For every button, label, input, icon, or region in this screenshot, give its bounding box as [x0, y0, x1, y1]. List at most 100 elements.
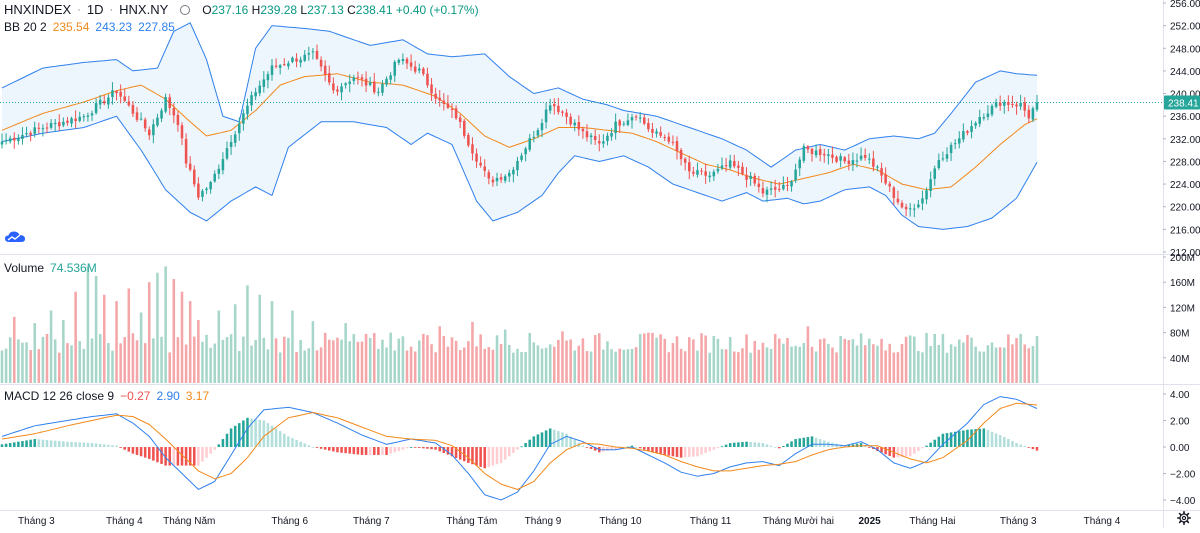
- candle: [540, 118, 544, 138]
- macd-legend[interactable]: MACD 12 26 close 9 −0.27 2.90 3.17: [4, 389, 209, 403]
- volume-bar: [778, 338, 781, 383]
- macd-histogram-bar: [990, 431, 994, 447]
- macd-histogram-bar: [741, 442, 744, 447]
- candle: [458, 114, 462, 129]
- volume-bar: [737, 352, 740, 383]
- candle-body: [602, 141, 605, 144]
- volume-bar: [945, 352, 949, 383]
- candle: [270, 58, 274, 81]
- macd-histogram-bar: [274, 428, 278, 447]
- volume-bar: [769, 348, 773, 383]
- candle-body: [471, 144, 474, 154]
- candle: [225, 141, 229, 161]
- volume-bar: [827, 343, 830, 383]
- macd-histogram-bar: [17, 441, 20, 447]
- volume-bar: [233, 304, 237, 383]
- macd-histogram-bar: [761, 443, 765, 447]
- candle-body: [958, 138, 961, 144]
- volume-bar: [843, 338, 846, 383]
- macd-histogram-bar: [86, 442, 90, 447]
- candle: [585, 124, 589, 142]
- macd-histogram-bar: [66, 441, 69, 447]
- candle-body: [8, 138, 12, 142]
- candle: [213, 170, 216, 183]
- candle: [933, 165, 936, 186]
- macd-histogram-bar: [536, 434, 540, 447]
- candle-body: [348, 81, 351, 84]
- macd-histogram-bar: [998, 435, 1002, 447]
- macd-histogram-bar: [1035, 447, 1039, 451]
- candle-body: [553, 104, 556, 107]
- candle-body: [647, 122, 650, 130]
- candle: [1023, 97, 1026, 117]
- volume-bar: [683, 351, 687, 383]
- tradingview-cloud-icon[interactable]: [4, 230, 26, 244]
- symbol-name[interactable]: HNXINDEX: [4, 2, 72, 17]
- candle-body: [315, 50, 319, 59]
- candle-body: [737, 165, 740, 168]
- candle: [859, 147, 863, 162]
- candle-body: [978, 117, 981, 124]
- candle: [340, 83, 343, 101]
- candle: [962, 123, 965, 143]
- macd-line: [1, 396, 1038, 501]
- volume-bar: [107, 342, 110, 383]
- candle: [790, 180, 793, 192]
- candle-body: [593, 135, 597, 140]
- macd-histogram-bar: [328, 447, 331, 451]
- macd-histogram-bar: [364, 447, 368, 455]
- macd-histogram-bar: [720, 446, 724, 448]
- candle: [606, 132, 609, 146]
- volume-legend[interactable]: Volume 74.536M: [4, 261, 97, 275]
- candle-body: [217, 168, 221, 174]
- candle-body: [720, 165, 724, 169]
- macd-histogram-bar: [29, 439, 32, 447]
- candle: [413, 60, 417, 74]
- interval-label[interactable]: 1D: [86, 2, 104, 17]
- macd-histogram-bar: [242, 420, 245, 447]
- volume-bar: [708, 352, 711, 383]
- macd-histogram-bar: [356, 447, 360, 455]
- volume-bar: [389, 332, 392, 383]
- candle-body: [716, 168, 720, 172]
- price-axis-tick-label: 240.00: [1170, 90, 1200, 101]
- volume-bar: [205, 334, 208, 383]
- candle-body: [152, 124, 155, 136]
- volume-bar: [741, 348, 744, 383]
- macd-histogram-bar: [823, 440, 826, 447]
- volume-bar: [618, 348, 621, 383]
- candle: [258, 80, 261, 97]
- candle: [1027, 105, 1031, 124]
- candle-body: [1007, 102, 1010, 105]
- volume-bar: [360, 341, 364, 383]
- macd-histogram-bar: [119, 447, 122, 448]
- volume-bar: [254, 339, 257, 383]
- candle-body: [704, 171, 707, 176]
- macd-histogram-bar: [217, 444, 221, 447]
- macd-histogram-bar: [205, 447, 208, 458]
- gear-icon[interactable]: [1177, 511, 1191, 525]
- macd-histogram-bar: [508, 447, 511, 457]
- candle-body: [540, 122, 544, 131]
- macd-histogram-bar: [753, 442, 756, 447]
- volume-bar: [381, 339, 384, 383]
- candle-body: [131, 104, 135, 114]
- macd-axis-tick-label: 4.00: [1170, 390, 1190, 401]
- macd-histogram-bar: [667, 447, 671, 456]
- volume-bar: [786, 338, 789, 383]
- candle-body: [503, 176, 507, 181]
- candle-body: [426, 73, 429, 86]
- candle: [45, 122, 49, 134]
- volume-bar: [295, 352, 298, 383]
- bb-legend[interactable]: BB 20 2 235.54 243.23 227.85: [4, 20, 175, 34]
- candle-body: [340, 86, 343, 93]
- candle-body: [618, 120, 621, 126]
- macd-histogram-bar: [516, 447, 519, 450]
- candle-body: [287, 63, 290, 67]
- candle: [21, 127, 24, 145]
- candle: [696, 162, 699, 178]
- macd-histogram-bar: [843, 445, 846, 447]
- candle-body: [872, 158, 875, 167]
